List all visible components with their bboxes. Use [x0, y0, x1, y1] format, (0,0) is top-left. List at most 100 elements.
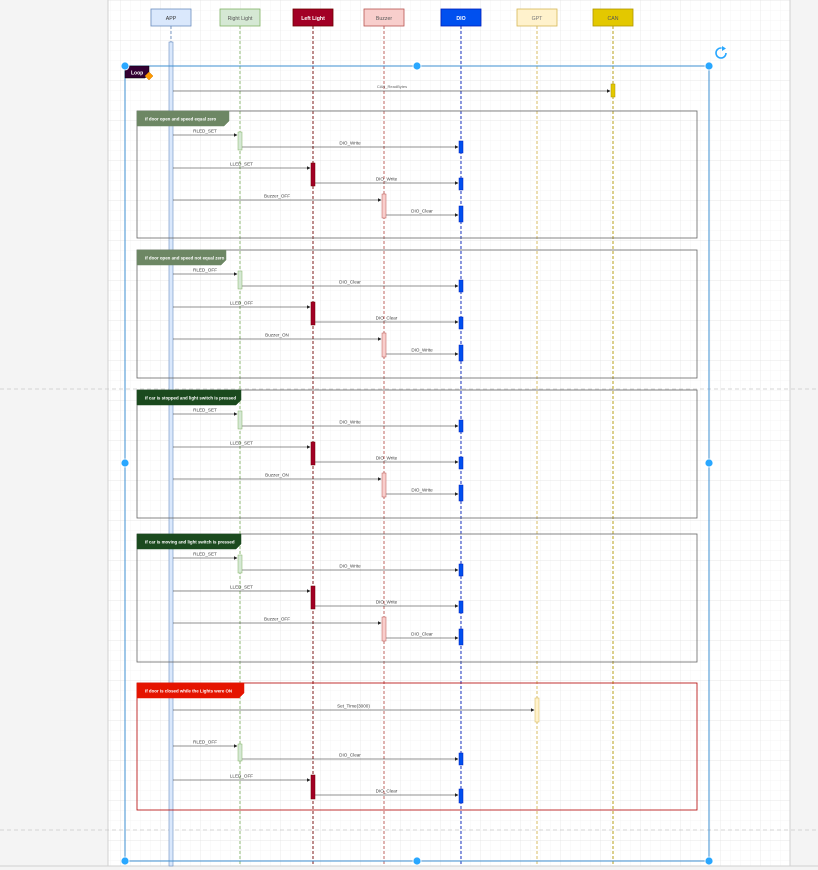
participant-box-gpt[interactable] — [516, 8, 558, 27]
participant-label-dio: DIO — [456, 16, 465, 22]
loop-tab-handle[interactable] — [144, 71, 154, 81]
participant-gpt[interactable]: GPT — [516, 8, 558, 866]
activation-dio — [458, 563, 464, 577]
fragment-header-tab — [136, 682, 245, 699]
resize-handle[interactable] — [704, 458, 714, 468]
rotate-handle-ring — [715, 47, 727, 59]
fragment-1[interactable]: If door open and speed equal zero — [136, 110, 698, 239]
fragment-header-tab — [136, 533, 242, 550]
participant-box-app[interactable] — [150, 8, 192, 27]
fragment-2[interactable]: If door open and speed not equal zero — [136, 249, 698, 379]
resize-handle[interactable] — [120, 61, 130, 71]
fragment-frame[interactable] — [136, 682, 698, 811]
message-label: Buzzer_ON — [265, 473, 289, 478]
message-label-can-readbytes: CAN_ReadBytes — [377, 84, 407, 89]
fragment-title: If door open and speed equal zero — [145, 117, 217, 122]
fragment-3[interactable]: If car is stopped and light switch is pr… — [136, 389, 698, 519]
activation-dio — [458, 205, 464, 223]
participant-label-app: APP — [166, 16, 177, 22]
activation-buzzer — [381, 472, 387, 498]
message-label: Set_Time(3000) — [337, 704, 370, 709]
fragment-frame[interactable] — [136, 110, 698, 239]
message-label: LLED_SET — [230, 585, 253, 590]
participant-right-light[interactable]: Right Light — [219, 8, 261, 866]
message-label: DIO_Clear — [339, 753, 361, 758]
message-label: Buzzer_OFF — [264, 617, 290, 622]
activation-buzzer — [381, 193, 387, 219]
activation-dio — [458, 177, 464, 191]
participant-buzzer[interactable]: Buzzer — [363, 8, 405, 866]
fragment-5[interactable]: If door is closed while the Lights were … — [136, 682, 698, 811]
resize-handle[interactable] — [120, 856, 130, 866]
message-label: DIO_Clear — [339, 280, 361, 285]
message-label: DIO_Write — [411, 348, 433, 353]
participant-box-right-light[interactable] — [219, 8, 261, 27]
message-label: DIO_Write — [376, 456, 398, 461]
activation-dio — [458, 600, 464, 614]
message-label: DIO_Write — [376, 177, 398, 182]
fragment-4[interactable]: If car is moving and light switch is pre… — [136, 533, 698, 663]
message-label: DIO_Write — [339, 564, 361, 569]
activation-dio — [458, 788, 464, 804]
participant-label-can: CAN — [608, 16, 619, 22]
message-label: LLED_SET — [230, 441, 253, 446]
activation-left-light — [310, 774, 316, 800]
message-label: RLED_OFF — [193, 740, 217, 745]
rotate-handle-arrow — [722, 46, 726, 51]
fragment-frame[interactable] — [136, 389, 698, 519]
resize-handle[interactable] — [120, 458, 130, 468]
fragment-frame[interactable] — [136, 533, 698, 663]
activation-buzzer — [381, 616, 387, 642]
message-label: RLED_SET — [193, 552, 217, 557]
message-label: LLED_OFF — [230, 774, 253, 779]
activation-dio — [458, 628, 464, 646]
activation-dio — [458, 279, 464, 293]
message-label: DIO_Write — [411, 488, 433, 493]
fragment-header-tab — [136, 110, 230, 127]
message-label: RLED_SET — [193, 408, 217, 413]
participant-label-left-light: Left Light — [301, 16, 325, 22]
activation-dio — [458, 484, 464, 502]
activation-right-light — [237, 554, 243, 574]
resize-handle[interactable] — [412, 856, 422, 866]
participant-box-buzzer[interactable] — [363, 8, 405, 27]
loop-label: Loop — [131, 71, 143, 77]
participant-box-left-light[interactable] — [292, 8, 334, 27]
participant-box-can[interactable] — [592, 8, 634, 27]
activation-left-light — [310, 441, 316, 466]
fragment-header-tab — [136, 389, 242, 406]
app-activation-bar — [168, 41, 174, 867]
message-label: DIO_Clear — [376, 316, 398, 321]
message-label: DIO_Clear — [411, 209, 433, 214]
fragment-header-tab — [136, 249, 227, 266]
resize-handle[interactable] — [704, 61, 714, 71]
fragment-frame[interactable] — [136, 249, 698, 379]
rotate-handle-icon[interactable] — [715, 46, 727, 59]
activation-right-light — [237, 270, 243, 290]
message-label: LLED_SET — [230, 162, 253, 167]
message-label: RLED_SET — [193, 129, 217, 134]
activation-dio — [458, 419, 464, 433]
participant-box-dio[interactable] — [440, 8, 482, 27]
participant-label-right-light: Right Light — [228, 16, 253, 22]
activation-left-light — [310, 162, 316, 187]
message-label: LLED_OFF — [230, 301, 253, 306]
message-label: Buzzer_OFF — [264, 194, 290, 199]
activation-right-light — [237, 131, 243, 151]
message-label: DIO_Write — [339, 141, 361, 146]
participant-label-gpt: GPT — [532, 16, 543, 22]
fragment-title: If door open and speed not equal zero — [145, 256, 225, 261]
participant-can[interactable]: CAN — [592, 8, 634, 866]
message-label: DIO_Write — [339, 420, 361, 425]
participant-dio[interactable]: DIO — [440, 8, 482, 866]
activation-buzzer — [381, 332, 387, 358]
activation-left-light — [310, 301, 316, 326]
activation-dio — [458, 456, 464, 470]
resize-handle[interactable] — [412, 61, 422, 71]
activation-right-light — [237, 743, 243, 762]
resize-handle[interactable] — [704, 856, 714, 866]
activation-right-light — [237, 410, 243, 430]
activation-can — [610, 83, 616, 98]
message-label: Buzzer_ON — [265, 333, 289, 338]
